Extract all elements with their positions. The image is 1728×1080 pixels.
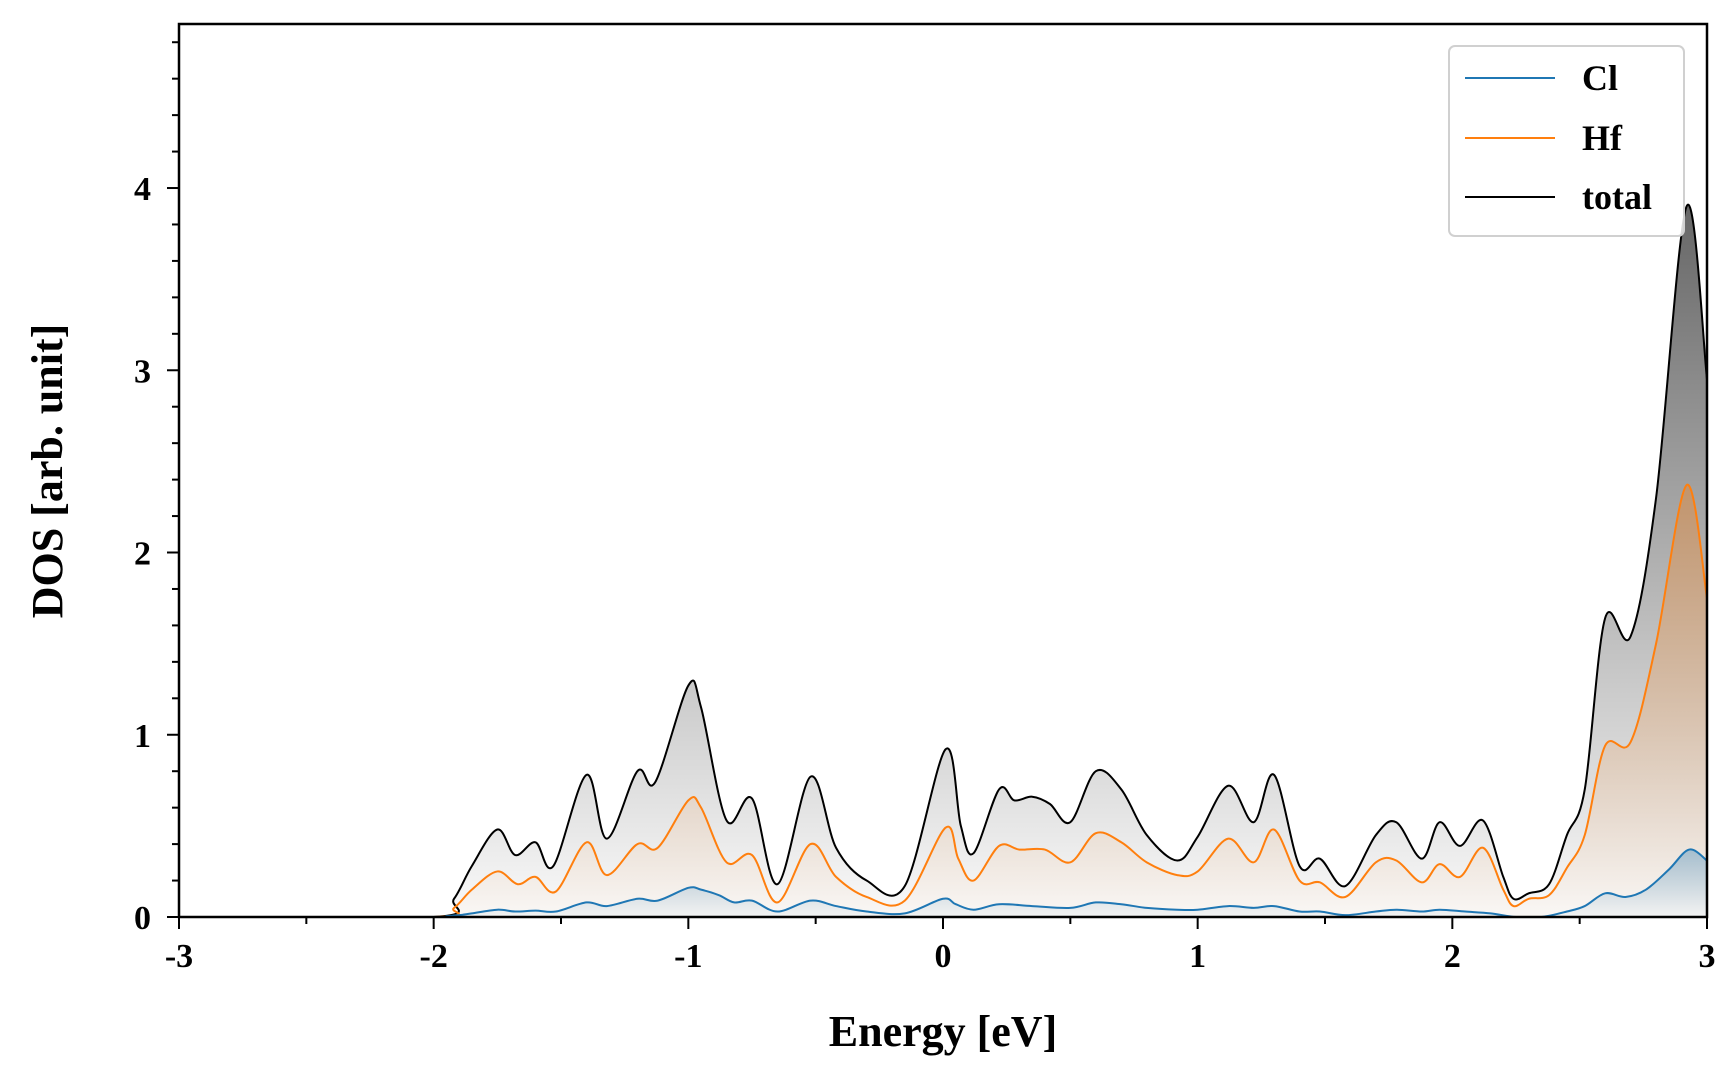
series-line-hf <box>179 484 1707 917</box>
x-tick-label: 2 <box>1444 938 1461 975</box>
x-tick-label: -3 <box>165 938 193 975</box>
x-tick-label: -1 <box>674 938 702 975</box>
series-fill-cl <box>179 849 1707 917</box>
x-tick-label: 3 <box>1699 938 1716 975</box>
y-tick-label: 2 <box>134 536 151 573</box>
legend-box <box>1448 45 1685 237</box>
x-tick-label: -2 <box>420 938 448 975</box>
y-axis-label: DOS [arb. unit] <box>23 324 72 619</box>
y-tick-label: 0 <box>134 900 151 937</box>
y-tick-label: 3 <box>134 353 151 390</box>
y-tick-label: 4 <box>134 171 151 208</box>
legend-label-hf: Hf <box>1582 118 1623 158</box>
legend: Cl Hf total <box>1448 45 1685 237</box>
y-tick-label: 1 <box>134 718 151 755</box>
x-axis-label: Energy [eV] <box>829 1007 1058 1056</box>
x-tick-label: 0 <box>935 938 952 975</box>
series-fill-total <box>179 204 1707 917</box>
legend-label-cl: Cl <box>1582 58 1618 98</box>
series-line-total <box>179 203 1707 917</box>
y-axis: 0 1 2 3 4 <box>134 41 179 937</box>
x-tick-label: 1 <box>1189 938 1206 975</box>
series-fills <box>179 204 1707 917</box>
x-axis: -3 -2 -1 0 1 2 3 <box>165 917 1716 975</box>
legend-label-total: total <box>1582 177 1652 217</box>
